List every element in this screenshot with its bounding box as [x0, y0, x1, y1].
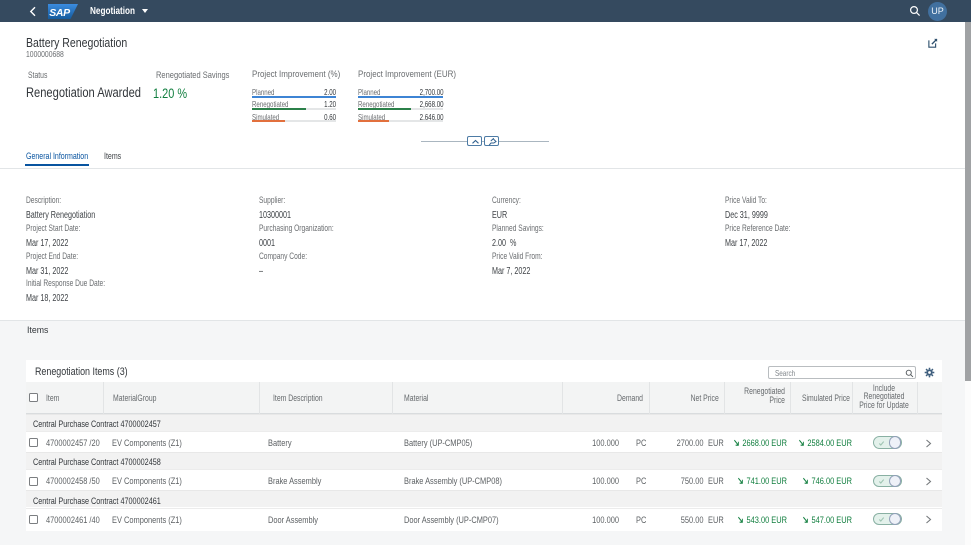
- svg-text:SAP: SAP: [49, 7, 71, 19]
